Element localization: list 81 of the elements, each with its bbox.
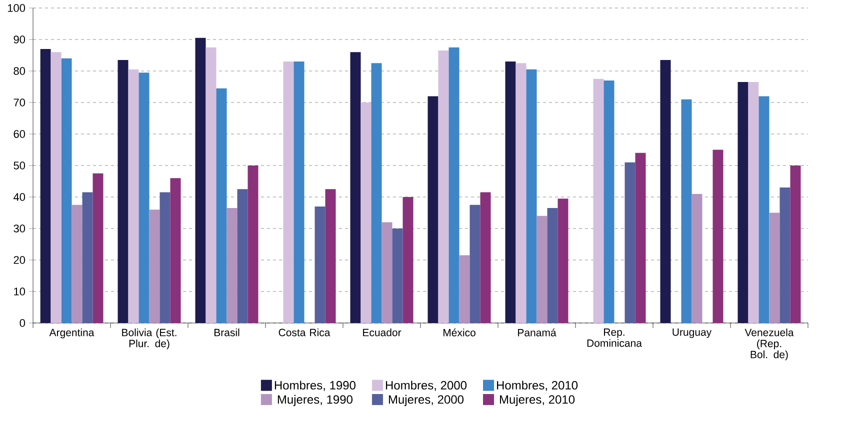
bar <box>325 189 336 323</box>
y-tick-label: 40 <box>13 193 26 201</box>
y-tick-label: 70 <box>14 98 26 106</box>
bar <box>780 188 790 323</box>
bar <box>526 69 537 323</box>
bar <box>448 47 460 323</box>
x-tick-label: Venezuela (Rep. Bol. de) <box>744 328 794 360</box>
y-tick-label: 100 <box>8 4 26 12</box>
bar <box>72 204 82 323</box>
bar <box>459 255 470 323</box>
legend-label: Mujeres, 2000 <box>388 394 464 406</box>
bar <box>692 194 702 323</box>
x-tick-label: Uruguay <box>672 328 712 338</box>
bar <box>195 38 206 323</box>
bar <box>402 196 414 323</box>
bar <box>206 47 216 323</box>
x-tick-label: Ecuador <box>363 328 402 336</box>
bar <box>480 192 491 323</box>
y-tick-label: 10 <box>14 288 26 296</box>
x-tick-label: Panamá <box>518 328 556 336</box>
bar <box>40 48 51 323</box>
bar <box>593 78 604 323</box>
bar <box>170 178 181 323</box>
bar <box>360 102 372 323</box>
bar <box>769 212 780 323</box>
bar <box>61 58 72 323</box>
bar <box>216 88 227 323</box>
bar <box>237 189 248 323</box>
bar <box>712 150 724 323</box>
bar <box>118 60 128 323</box>
legend-label: Mujeres, 1990 <box>278 394 352 406</box>
x-tick-label: Argentina <box>49 328 94 338</box>
y-tick-label: 30 <box>14 224 26 232</box>
y-tick-label: 80 <box>14 67 26 75</box>
bar <box>382 222 392 323</box>
bar <box>505 62 516 323</box>
bar <box>558 198 568 323</box>
bar <box>470 204 480 323</box>
bar <box>516 63 526 323</box>
x-tick-label: México <box>443 328 476 336</box>
bar <box>294 62 304 323</box>
y-tick-label: 20 <box>14 256 26 264</box>
x-tick-label: Bolivia (Est. Plur. de) <box>122 328 176 350</box>
bar <box>428 96 438 323</box>
bar <box>92 173 104 323</box>
bar <box>50 52 62 323</box>
bar <box>604 80 614 323</box>
bar <box>547 208 558 323</box>
bar <box>438 50 449 323</box>
legend-label: Hombres, 1990 <box>274 380 356 391</box>
bar <box>82 192 93 323</box>
bar <box>226 208 238 323</box>
x-tick-label: Brasil <box>214 328 240 336</box>
bar <box>314 206 326 323</box>
bar <box>283 62 294 323</box>
bar <box>128 69 139 323</box>
bar <box>635 152 646 323</box>
y-tick-label: 0 <box>20 319 26 327</box>
bar <box>371 63 382 323</box>
bar <box>738 82 748 323</box>
bar <box>660 60 671 323</box>
bar <box>790 165 801 323</box>
bar <box>350 52 361 323</box>
y-tick-label: 60 <box>14 130 26 138</box>
bar <box>248 165 258 323</box>
legend-label: Hombres, 2000 <box>386 380 467 391</box>
bar <box>392 228 403 323</box>
bar <box>160 192 170 323</box>
legend-label: Hombres, 2010 <box>497 380 578 391</box>
bar <box>758 96 770 323</box>
legend-label: Mujeres, 2010 <box>500 394 575 406</box>
y-tick-label: 50 <box>14 162 26 170</box>
x-tick-label: Rep. Dominicana <box>587 328 642 347</box>
bar <box>624 162 636 323</box>
bar <box>536 216 548 323</box>
bar <box>149 210 160 323</box>
bar <box>681 99 692 323</box>
bar <box>138 72 150 323</box>
y-tick-label: 90 <box>14 36 26 44</box>
bar <box>748 82 759 323</box>
x-tick-label: Costa Rica <box>278 328 330 336</box>
